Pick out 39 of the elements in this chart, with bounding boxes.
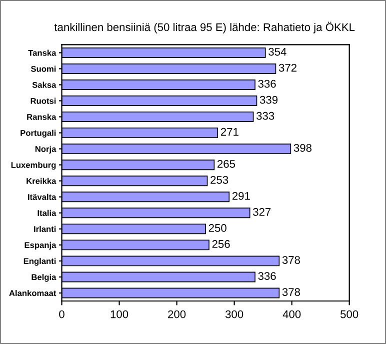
data-label: 333 — [256, 112, 274, 120]
y-tick-label: Itävalta — [28, 194, 56, 200]
x-tick-label: 100 — [110, 310, 128, 318]
data-label: 253 — [210, 176, 228, 184]
data-label: 378 — [282, 256, 300, 264]
x-tick-label: 400 — [282, 310, 301, 318]
y-tick-label: Irlanti — [34, 226, 56, 232]
y-tick-label: Luxemburg — [11, 162, 56, 170]
y-tick-label: Suomi — [30, 66, 56, 72]
data-label: 339 — [260, 96, 278, 104]
y-tick-label: Saksa — [32, 82, 56, 88]
data-label: 378 — [282, 288, 300, 296]
data-label: 256 — [212, 240, 230, 248]
chart-title: tankillinen bensiiniä (50 litraa 95 E) lähde: Rahatieto ja ÖKKL — [54, 22, 355, 34]
x-tick-label: 500 — [340, 310, 358, 318]
y-tick-label: Alankomaat — [9, 290, 56, 296]
y-tick-label: Kreikka — [26, 178, 56, 184]
data-label: 265 — [218, 160, 236, 168]
data-label: 336 — [258, 80, 276, 88]
y-tick-label: Espanja — [24, 242, 56, 250]
data-label: 291 — [232, 192, 250, 200]
y-tick-label: Tanska — [28, 50, 56, 56]
data-label: 327 — [253, 208, 271, 216]
y-tick-label: Norja — [35, 146, 56, 154]
data-label: 354 — [268, 48, 286, 56]
x-tick-label: 0 — [59, 310, 64, 318]
data-label: 398 — [294, 144, 312, 152]
y-tick-label: Belgia — [32, 274, 56, 282]
data-label: 336 — [258, 272, 276, 280]
x-tick-label: 200 — [168, 310, 186, 318]
y-tick-label: Ruotsi — [30, 98, 56, 104]
data-label: 271 — [220, 128, 238, 136]
y-tick-label: Ranska — [27, 114, 56, 120]
data-label: 250 — [208, 224, 226, 232]
data-label: 372 — [278, 64, 296, 72]
y-tick-label: Englanti — [24, 258, 56, 266]
x-tick-label: 300 — [225, 310, 244, 318]
y-tick-label: Portugali — [20, 130, 56, 138]
y-tick-label: Italia — [38, 210, 56, 216]
